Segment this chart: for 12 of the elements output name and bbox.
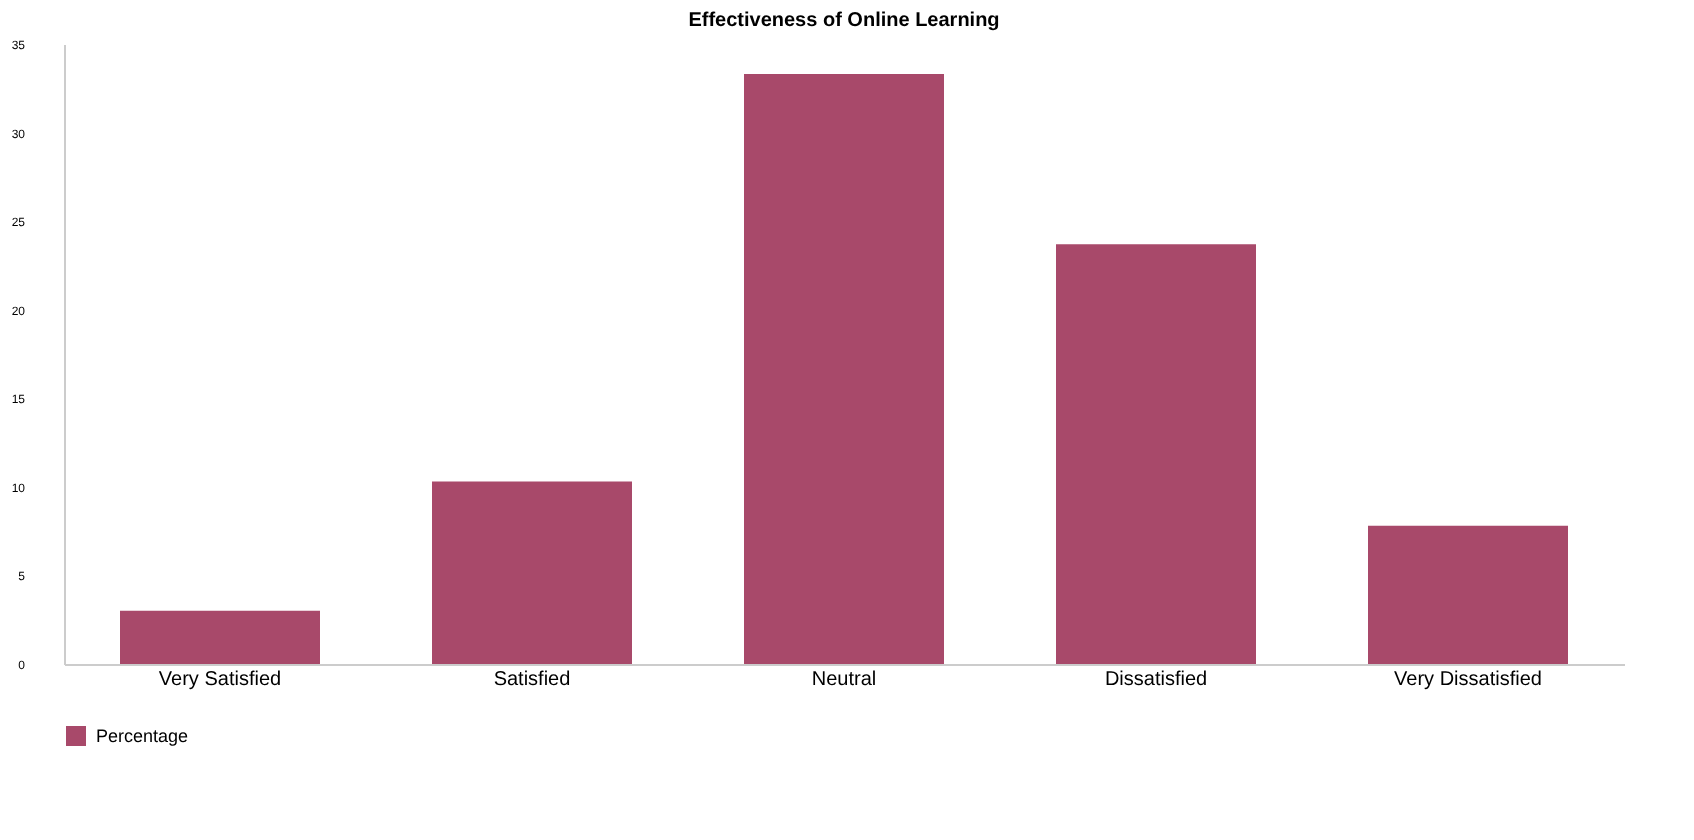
x-tick-label: Very Dissatisfied bbox=[1394, 669, 1542, 691]
x-tick-label: Dissatisfied bbox=[1104, 669, 1208, 691]
bar bbox=[744, 74, 944, 664]
x-tick-label: Satisfied bbox=[493, 669, 571, 691]
x-tick-label: Very Satisfied bbox=[158, 669, 282, 691]
chart-title: Effectiveness of Online Learning bbox=[688, 10, 1000, 32]
bar bbox=[120, 610, 320, 664]
legend-label: Percentage bbox=[96, 726, 189, 746]
x-tick-label: Neutral bbox=[811, 669, 877, 691]
bar bbox=[432, 481, 632, 664]
bar bbox=[1056, 244, 1256, 664]
bar bbox=[1368, 525, 1568, 664]
